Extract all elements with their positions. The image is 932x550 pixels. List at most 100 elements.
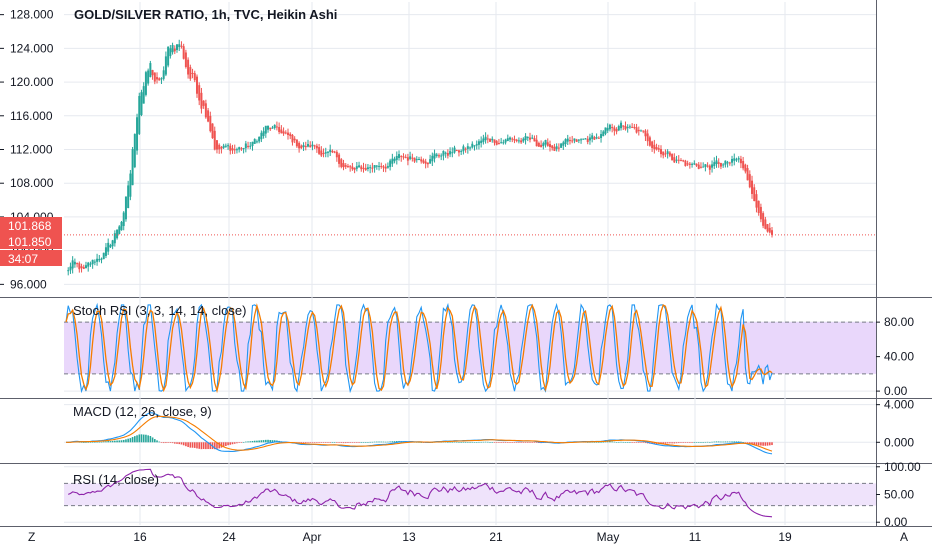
price-tick-label: 112.000 <box>10 143 53 157</box>
bullish-candle <box>588 137 591 141</box>
time-tick-label[interactable]: 19 <box>778 530 792 544</box>
bullish-candle <box>267 125 270 130</box>
bullish-candle <box>67 270 70 272</box>
time-tick-label[interactable]: 11 <box>689 530 702 544</box>
macd-pane[interactable] <box>66 412 773 455</box>
time-tick-label[interactable]: 16 <box>133 530 147 544</box>
macd-histogram-bar <box>680 442 682 443</box>
bearish-candle <box>664 153 667 155</box>
bullish-candle <box>595 137 598 139</box>
rsi-pane[interactable] <box>64 468 876 518</box>
bearish-candle <box>771 230 773 235</box>
bullish-candle <box>731 158 734 163</box>
macd-histogram-bar <box>618 441 620 443</box>
bullish-candle <box>482 138 485 142</box>
bullish-candle <box>564 139 567 145</box>
macd-histogram-bar <box>715 441 718 443</box>
bearish-candle <box>688 163 691 165</box>
bullish-candle <box>124 196 127 220</box>
macd-histogram-bar <box>262 440 265 443</box>
bearish-candle <box>744 164 747 172</box>
bullish-candle <box>84 265 87 268</box>
time-axis[interactable]: 16 24 Apr 13 21 May 11 19 <box>133 530 792 544</box>
macd-histogram-bar <box>158 441 161 443</box>
timezone-button[interactable]: Z <box>28 530 35 544</box>
bearish-candle <box>642 130 645 132</box>
bullish-candle <box>555 146 558 149</box>
macd-histogram-bar <box>269 440 272 443</box>
rsi-tick-label: 100.00 <box>884 460 921 474</box>
macd-histogram-bar <box>229 442 232 445</box>
auto-scale-button[interactable]: A <box>900 530 908 544</box>
bearish-candle <box>548 144 551 147</box>
bearish-candle <box>755 194 758 208</box>
price-pane[interactable] <box>64 39 876 276</box>
price-tags: 101.868 101.850 34:07 <box>0 217 62 266</box>
bearish-candle <box>191 72 194 74</box>
macd-histogram-bar <box>748 442 751 444</box>
bullish-candle <box>735 159 738 161</box>
macd-histogram-bar <box>371 441 374 443</box>
macd-histogram-bar <box>637 442 640 443</box>
macd-histogram-bar <box>349 442 351 443</box>
bearish-candle <box>653 144 656 150</box>
time-tick-label[interactable]: May <box>597 530 620 544</box>
bullish-candle <box>329 149 332 153</box>
macd-histogram-bar <box>189 442 192 448</box>
time-tick-label[interactable]: 21 <box>489 530 503 544</box>
macd-histogram-bar <box>193 442 196 448</box>
bearish-candle <box>335 151 338 158</box>
bearish-candle <box>298 142 301 149</box>
macd-histogram-bar <box>695 442 698 443</box>
macd-histogram-bar <box>615 442 618 443</box>
price-tag-text: 101.850 <box>8 235 52 249</box>
macd-histogram-bar <box>111 440 114 443</box>
stoch-tick-label: 80.00 <box>884 315 914 329</box>
bearish-candle <box>668 152 671 156</box>
bullish-candle <box>584 138 587 140</box>
macd-histogram-bar <box>154 439 156 443</box>
macd-histogram-bar <box>731 441 733 443</box>
bullish-candle <box>120 221 123 231</box>
bullish-candle <box>140 92 143 115</box>
bearish-candle <box>697 164 700 169</box>
macd-histogram-bar <box>513 442 516 443</box>
time-tick-label[interactable]: 13 <box>402 530 416 544</box>
bullish-candle <box>724 160 727 165</box>
macd-histogram-bar <box>273 440 276 443</box>
price-tag <box>0 250 62 266</box>
bearish-candle <box>220 147 223 149</box>
macd-histogram-bar <box>520 442 522 443</box>
macd-histogram-bar <box>213 442 216 450</box>
macd-histogram-bar <box>735 441 738 443</box>
macd-histogram-bar <box>364 442 367 443</box>
macd-histogram-bar <box>311 442 314 443</box>
bearish-candle <box>406 157 409 161</box>
bullish-candle <box>398 154 401 158</box>
bullish-candle <box>444 152 447 154</box>
macd-histogram-bar <box>271 440 274 443</box>
macd-histogram-bar <box>702 442 704 443</box>
macd-histogram-bar <box>378 441 380 443</box>
time-tick-label[interactable]: Apr <box>303 530 322 544</box>
macd-histogram-bar <box>700 442 702 443</box>
bearish-candle <box>657 148 660 150</box>
bullish-candle <box>171 44 174 53</box>
time-tick-label[interactable]: 24 <box>222 530 236 544</box>
bearish-candle <box>229 145 232 151</box>
bullish-candle <box>704 164 707 167</box>
macd-histogram-bar <box>686 442 689 443</box>
stoch-rsi-pane[interactable] <box>64 302 876 394</box>
bearish-candle <box>533 138 536 142</box>
bearish-candle <box>662 151 665 156</box>
bearish-candle <box>382 166 385 168</box>
macd-histogram-bar <box>247 441 249 443</box>
bullish-candle <box>415 159 418 161</box>
bearish-candle <box>280 129 283 134</box>
bearish-candle <box>655 147 658 150</box>
macd-histogram-bar <box>531 442 534 443</box>
macd-histogram-bar <box>487 441 489 443</box>
bearish-candle <box>291 134 294 143</box>
